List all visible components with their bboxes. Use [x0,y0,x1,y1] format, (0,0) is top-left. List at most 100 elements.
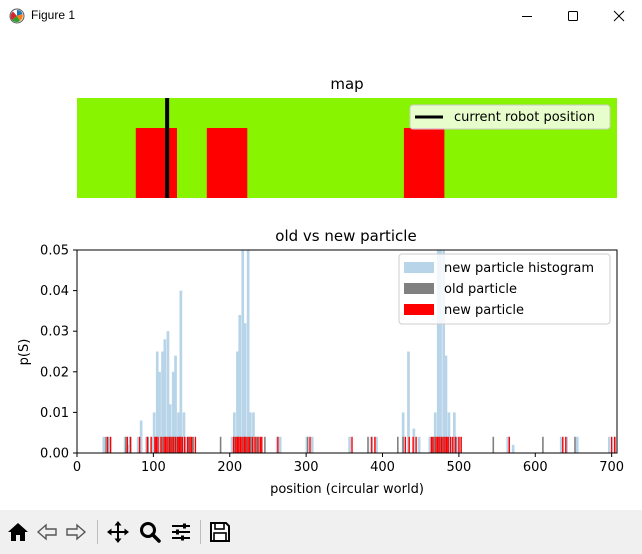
histogram-bar [155,351,159,453]
x-tick-label: 500 [446,460,471,475]
histogram-bar [152,412,156,453]
new-particle-bar [455,436,457,453]
new-particle-bar [157,436,159,453]
old-particle-bar [245,436,248,453]
new-particle-bar [129,436,132,453]
histogram-bar [417,436,421,453]
new-particle-bar [187,436,189,453]
close-button[interactable] [596,0,642,32]
histogram-bar [453,412,456,453]
histogram-bar [455,436,458,453]
histogram-bar [369,436,373,453]
home-button[interactable] [4,518,32,546]
histogram-bar [166,331,170,453]
histogram-bar [171,371,175,453]
new-particle-bar [181,436,184,453]
histogram-bar [444,355,448,453]
histogram-bar [348,436,351,453]
legend-swatch-new [404,304,434,315]
histogram-bar [150,436,154,453]
new-particle-bar [238,436,240,453]
new-particle-bar [458,436,460,453]
histogram-bar [375,436,378,453]
old-particle-bar [492,436,495,453]
old-particle-bar [306,436,309,453]
new-particle-bar [245,436,247,453]
new-particle-bar [138,436,141,453]
new-particle-bar [440,436,442,453]
new-particle-bar [614,436,616,453]
histogram-bar [252,412,255,453]
new-particle-bar [435,436,437,453]
old-particle-bar [234,436,236,453]
new-particle-bar [243,436,245,453]
particle-axes-frame [76,249,618,454]
new-particle-bar [106,436,109,453]
histogram-bar [449,436,453,453]
legend-label-histogram: new particle histogram [444,261,594,276]
navigation-toolbar [0,510,642,554]
histogram-bar [447,412,451,453]
y-tick-label: 0.05 [40,244,69,259]
old-particle-bar [250,436,252,453]
histogram-bar [136,436,140,453]
old-particle-bar [173,436,175,453]
new-particle-bar [109,436,112,453]
histogram-bar [168,404,172,453]
x-tick-label: 0 [73,460,81,475]
histogram-bar [158,371,161,453]
configure-subplots-button[interactable] [167,518,195,546]
matplotlib-logo-icon [9,8,25,24]
histogram-bar [102,436,106,453]
y-ticks: 0.00 0.01 0.02 0.03 0.04 0.05 [40,244,77,462]
new-particle-bar [177,436,179,453]
new-particle-bar [146,436,148,453]
new-particle-bar [611,436,613,453]
floppy-disk-icon [210,522,230,542]
new-particle-bar [442,436,444,453]
pan-button[interactable] [104,518,132,546]
new-particle-bar [155,436,158,453]
new-particle-bar [178,436,180,453]
new-particle-bar [371,436,373,453]
back-button[interactable] [33,518,61,546]
map-obstacles [135,128,445,198]
old-particle-bar [161,436,164,453]
new-particle-bar [309,436,311,453]
histogram-bar [107,436,111,453]
histogram-bar [412,428,416,453]
x-tick-label: 200 [217,460,242,475]
y-axis-label: p(S) [17,339,32,366]
x-tick-label: 600 [523,460,548,475]
new-particle-bar [160,436,162,453]
new-particle-bar [277,436,279,453]
new-particle-bar [166,436,168,453]
old-particle-bar [105,436,107,453]
maximize-button[interactable] [550,0,596,32]
new-particle-bar [126,436,129,453]
new-particle-bar [408,436,410,453]
histogram-bar [238,315,242,453]
new-particle-bar [261,436,263,453]
zoom-button[interactable] [136,518,164,546]
minimize-button[interactable] [504,0,550,32]
save-button[interactable] [206,518,234,546]
histogram-bar [246,250,250,453]
magnifier-icon [140,522,161,543]
new-particle-bar [154,436,156,453]
close-icon [613,10,625,22]
forward-arrow-icon [66,523,87,541]
forward-button[interactable] [62,518,90,546]
figure-canvas[interactable]: map current robot position old vs new pa… [0,32,642,510]
histogram-bar [139,420,143,453]
new-particle-bar [189,436,191,453]
minimize-icon [522,16,532,17]
new-particle-bar [438,436,440,453]
map-legend: current robot position [409,104,611,130]
new-particle-bar [241,436,243,453]
histogram-bar [442,250,445,453]
particle-title: old vs new particle [275,227,416,245]
new-particle-bar [190,436,193,453]
old-particle-bar [170,436,173,453]
map-obstacle [403,128,445,198]
